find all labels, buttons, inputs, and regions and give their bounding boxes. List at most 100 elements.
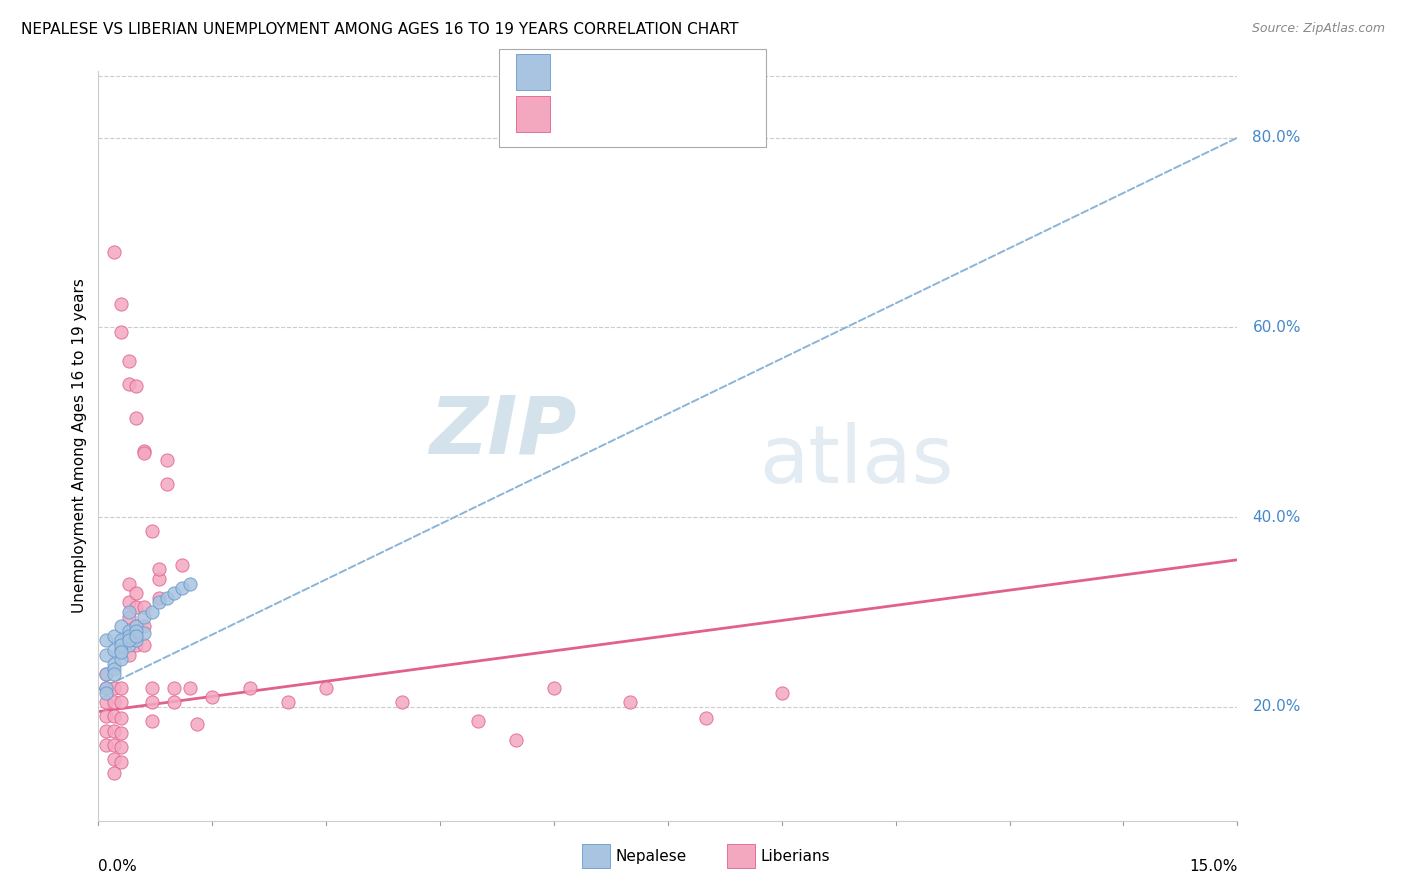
Text: 60.0%: 60.0% xyxy=(1253,320,1301,334)
Point xyxy=(315,681,337,695)
Point xyxy=(103,738,125,752)
Point xyxy=(118,633,141,648)
Point xyxy=(163,695,186,709)
Text: 0.328: 0.328 xyxy=(598,63,650,81)
Point xyxy=(118,629,141,643)
Point xyxy=(118,624,141,638)
Text: Nepalese: Nepalese xyxy=(616,849,688,863)
Point xyxy=(118,629,141,643)
Text: N =: N = xyxy=(651,107,685,121)
Point xyxy=(201,690,224,705)
Point xyxy=(103,695,125,709)
Point xyxy=(94,648,117,662)
Point xyxy=(467,714,489,728)
Point xyxy=(125,619,148,633)
Point xyxy=(110,726,132,740)
Point xyxy=(132,625,155,640)
Point xyxy=(118,595,141,609)
Text: 40.0%: 40.0% xyxy=(1253,509,1301,524)
Point xyxy=(141,695,163,709)
Point xyxy=(94,633,117,648)
Point xyxy=(125,379,148,393)
Point xyxy=(110,643,132,657)
Point xyxy=(543,681,565,695)
Point xyxy=(619,695,641,709)
Point xyxy=(132,600,155,615)
Point xyxy=(156,453,179,467)
Point xyxy=(163,586,186,600)
Point xyxy=(103,752,125,766)
Point xyxy=(110,325,132,339)
Point xyxy=(118,648,141,662)
Point xyxy=(118,377,141,392)
Point xyxy=(94,666,117,681)
Point xyxy=(94,695,117,709)
Point xyxy=(94,738,117,752)
Point xyxy=(125,619,148,633)
Point xyxy=(94,666,117,681)
Point xyxy=(132,445,155,459)
Text: R =: R = xyxy=(560,107,593,121)
Point xyxy=(103,681,125,695)
Text: atlas: atlas xyxy=(759,422,953,500)
Point xyxy=(110,652,132,666)
Point xyxy=(186,717,208,731)
Point xyxy=(94,681,117,695)
Point xyxy=(103,666,125,681)
Point xyxy=(132,638,155,652)
Point xyxy=(170,581,193,595)
Y-axis label: Unemployment Among Ages 16 to 19 years: Unemployment Among Ages 16 to 19 years xyxy=(72,278,87,614)
Point xyxy=(110,681,132,695)
Point xyxy=(110,619,132,633)
Point xyxy=(391,695,413,709)
Point xyxy=(125,410,148,425)
Text: 80.0%: 80.0% xyxy=(1253,130,1301,145)
Point xyxy=(125,624,148,638)
Point xyxy=(110,633,132,648)
Text: 0.0%: 0.0% xyxy=(98,859,138,873)
Point xyxy=(103,643,125,657)
Point xyxy=(110,695,132,709)
Point xyxy=(770,685,793,699)
Point xyxy=(118,609,141,624)
Point xyxy=(118,605,141,619)
Point xyxy=(148,591,170,605)
Point xyxy=(125,600,148,615)
Point xyxy=(277,695,299,709)
Text: Liberians: Liberians xyxy=(761,849,831,863)
Point xyxy=(148,595,170,609)
Point xyxy=(125,638,148,652)
Point xyxy=(94,685,117,699)
Text: 33: 33 xyxy=(688,63,711,81)
Text: Source: ZipAtlas.com: Source: ZipAtlas.com xyxy=(1251,22,1385,36)
Point xyxy=(505,733,527,747)
Point xyxy=(110,755,132,769)
Point xyxy=(103,662,125,676)
Point xyxy=(132,609,155,624)
Point xyxy=(110,711,132,725)
Point xyxy=(94,709,117,723)
Point xyxy=(163,681,186,695)
Point xyxy=(141,714,163,728)
Point xyxy=(179,681,201,695)
Point xyxy=(110,638,132,652)
Text: 20.0%: 20.0% xyxy=(1253,699,1301,714)
Point xyxy=(103,629,125,643)
Point xyxy=(132,619,155,633)
Point xyxy=(141,524,163,539)
Point xyxy=(118,576,141,591)
Point xyxy=(141,681,163,695)
Point xyxy=(156,477,179,491)
Point xyxy=(110,645,132,659)
Point xyxy=(148,572,170,586)
Point xyxy=(156,591,179,605)
Point xyxy=(103,244,125,259)
Point xyxy=(94,723,117,738)
Text: 0.183: 0.183 xyxy=(598,105,650,123)
Point xyxy=(118,638,141,652)
Point xyxy=(141,605,163,619)
Point xyxy=(103,723,125,738)
Point xyxy=(695,711,717,725)
Point xyxy=(118,353,141,368)
Point xyxy=(110,739,132,754)
